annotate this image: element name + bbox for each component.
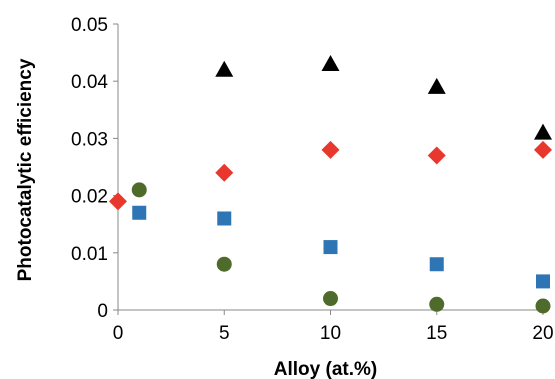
diamond-point bbox=[427, 146, 446, 165]
y-tick-label: 0.04 bbox=[71, 72, 108, 93]
x-axis-title: Alloy (at.%) bbox=[274, 359, 377, 379]
x-tick-label: 15 bbox=[426, 323, 447, 344]
diamond-point bbox=[109, 192, 127, 211]
series-diamond bbox=[109, 140, 552, 211]
x-ticks: 0 5 10 15 20 bbox=[113, 310, 554, 344]
triangle-point bbox=[321, 55, 340, 72]
x-tick-label: 10 bbox=[320, 323, 341, 344]
circle-point bbox=[429, 296, 445, 312]
triangle-point bbox=[215, 60, 234, 77]
circle-point bbox=[535, 298, 551, 314]
y-tick-label: 0 bbox=[97, 301, 108, 322]
y-axis-title: Photocatalytic efficiency bbox=[15, 58, 36, 281]
x-tick-label: 20 bbox=[532, 323, 553, 344]
diamond-point bbox=[215, 163, 234, 182]
circle-point bbox=[131, 182, 147, 198]
series-circle bbox=[131, 182, 551, 314]
series-square bbox=[132, 205, 550, 289]
y-tick-label: 0.02 bbox=[71, 187, 108, 208]
y-ticks: 0 0.01 0.02 0.03 0.04 0.05 bbox=[71, 15, 118, 322]
square-point bbox=[536, 274, 550, 289]
circle-point bbox=[323, 291, 338, 307]
square-point bbox=[132, 205, 147, 220]
triangle-point bbox=[427, 77, 446, 94]
y-tick-label: 0.01 bbox=[71, 244, 108, 265]
plot-area bbox=[109, 55, 552, 314]
square-point bbox=[217, 211, 232, 226]
y-tick-label: 0.05 bbox=[71, 15, 108, 36]
triangle-point bbox=[534, 123, 552, 140]
x-tick-label: 0 bbox=[113, 323, 124, 344]
square-point bbox=[429, 257, 444, 272]
diamond-point bbox=[321, 140, 340, 159]
x-tick-label: 5 bbox=[219, 323, 230, 344]
square-point bbox=[323, 240, 338, 255]
circle-point bbox=[216, 256, 232, 272]
diamond-point bbox=[534, 140, 552, 159]
series-triangle bbox=[215, 55, 552, 140]
y-tick-label: 0.03 bbox=[71, 129, 108, 150]
